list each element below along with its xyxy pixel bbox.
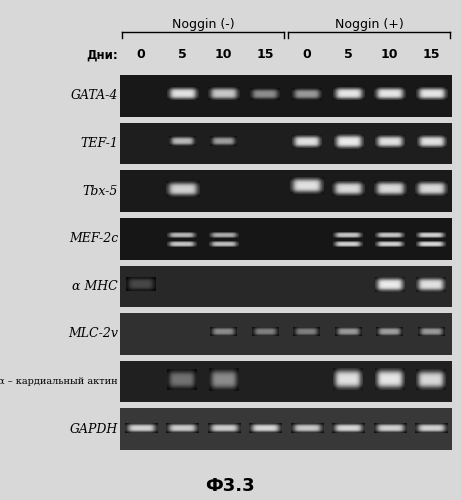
Text: 15: 15 xyxy=(256,48,274,62)
Bar xyxy=(120,218,452,260)
Text: 10: 10 xyxy=(381,48,398,62)
Text: GAPDH: GAPDH xyxy=(70,422,118,436)
Text: α – кардиальный актин: α – кардиальный актин xyxy=(0,377,118,386)
Bar xyxy=(120,122,452,164)
Bar xyxy=(120,313,452,355)
Text: Tbx-5: Tbx-5 xyxy=(83,184,118,198)
Bar xyxy=(120,75,452,116)
Text: TEF-1: TEF-1 xyxy=(80,137,118,150)
Text: MLC-2v: MLC-2v xyxy=(68,328,118,340)
Text: Дни:: Дни: xyxy=(86,48,118,62)
Text: α MHC: α MHC xyxy=(72,280,118,293)
Text: MEF-2c: MEF-2c xyxy=(69,232,118,245)
Bar xyxy=(120,408,452,450)
Text: Ф3.3: Ф3.3 xyxy=(205,477,255,495)
Bar xyxy=(120,170,452,212)
Bar xyxy=(120,266,452,307)
Text: 0: 0 xyxy=(302,48,311,62)
Text: 5: 5 xyxy=(344,48,353,62)
Text: GATA-4: GATA-4 xyxy=(71,90,118,102)
Bar xyxy=(120,361,452,403)
Text: 15: 15 xyxy=(422,48,440,62)
Text: 5: 5 xyxy=(178,48,187,62)
Text: 0: 0 xyxy=(136,48,145,62)
Text: Noggin (+): Noggin (+) xyxy=(335,18,403,31)
Text: Noggin (-): Noggin (-) xyxy=(171,18,234,31)
Text: 10: 10 xyxy=(215,48,232,62)
